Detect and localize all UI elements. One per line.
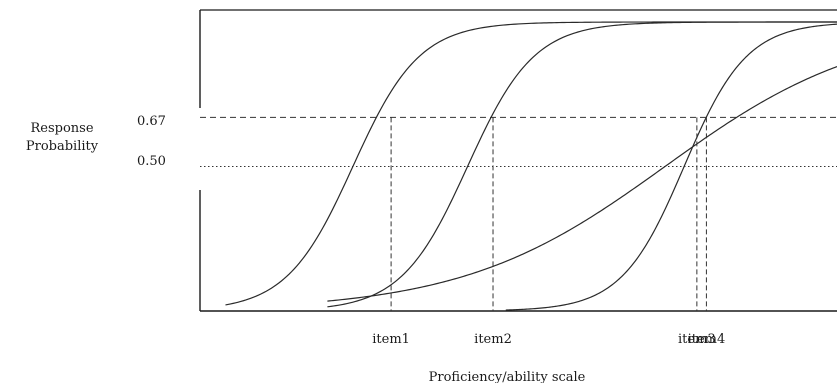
item-label-4: item4 xyxy=(688,332,726,347)
icc-curve-1 xyxy=(225,21,837,306)
icc-curve-4 xyxy=(327,66,837,302)
icc-curve-2 xyxy=(327,21,837,308)
chart-text: Response Probability 0.67 0.50 Proficien… xyxy=(26,114,586,383)
item-label-3: item3 xyxy=(678,332,716,347)
y-tick-label-050: 0.50 xyxy=(137,154,166,169)
icc-curve-3 xyxy=(505,23,837,311)
y-tick-label-067: 0.67 xyxy=(137,114,166,129)
x-axis-label: Proficiency/ability scale xyxy=(429,370,586,383)
item-label-2: item2 xyxy=(474,332,512,347)
icc-curves xyxy=(225,21,837,311)
item-label-1: item1 xyxy=(372,332,410,347)
reference-lines xyxy=(200,116,837,167)
y-axis-label-line-1: Response xyxy=(30,121,93,136)
axes-layer xyxy=(199,9,837,312)
y-axis-label-line-2: Probability xyxy=(26,139,99,154)
